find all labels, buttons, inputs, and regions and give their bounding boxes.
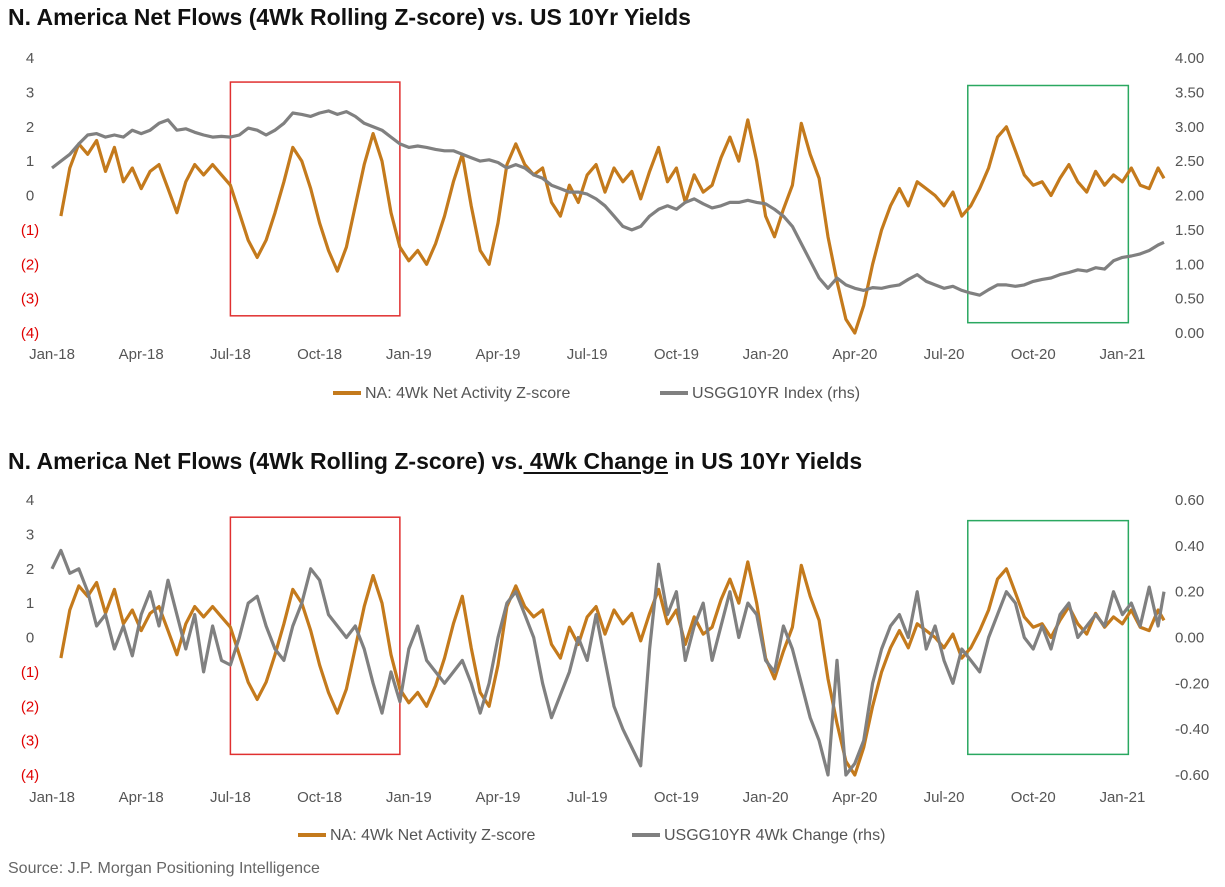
right-axis-tick: 2.00	[1175, 188, 1204, 205]
legend-label: NA: 4Wk Net Activity Z-score	[365, 385, 570, 402]
x-axis-tick: Jul-20	[924, 346, 965, 363]
x-axis-tick: Jan-21	[1099, 789, 1145, 806]
green-highlight-box	[967, 519, 1130, 756]
yields-series-line	[51, 109, 1165, 297]
right-axis-tick: -0.20	[1175, 675, 1209, 692]
x-axis-tick: Apr-20	[832, 346, 877, 363]
x-axis-tick: Jul-19	[567, 346, 608, 363]
left-axis-tick: 0	[26, 188, 34, 205]
flows-series-line	[59, 560, 1166, 777]
yields-series-line	[50, 548, 1166, 777]
right-axis-tick: 1.00	[1175, 256, 1204, 273]
left-axis-tick: (4)	[21, 767, 39, 784]
left-axis-tick: (4)	[21, 325, 39, 342]
legend-label: USGG10YR 4Wk Change (rhs)	[664, 827, 885, 844]
left-axis-tick: 1	[26, 595, 34, 612]
x-axis-tick: Apr-19	[475, 789, 520, 806]
x-axis-tick: Apr-20	[832, 789, 877, 806]
x-axis-tick: Apr-18	[119, 346, 164, 363]
right-axis-tick: -0.60	[1175, 767, 1209, 784]
right-axis-tick: 3.50	[1175, 84, 1204, 101]
red-highlight-box	[229, 516, 401, 756]
right-axis-tick: 0.00	[1175, 325, 1204, 342]
x-axis-tick: Jul-18	[210, 346, 251, 363]
left-axis-tick: (2)	[21, 256, 39, 273]
source-note: Source: J.P. Morgan Positioning Intellig…	[8, 860, 320, 877]
bottom-title-part-3: in US 10Yr Yields	[667, 448, 863, 474]
legend-label: NA: 4Wk Net Activity Z-score	[330, 827, 535, 844]
x-axis-tick: Oct-19	[654, 346, 699, 363]
left-axis-tick: 3	[26, 526, 34, 543]
bottom-title-part-1: N. America Net Flows (4Wk Rolling Z-scor…	[8, 448, 524, 474]
right-axis-tick: 1.50	[1175, 222, 1204, 239]
x-axis-tick: Jul-18	[210, 789, 251, 806]
top-chart-title: N. America Net Flows (4Wk Rolling Z-scor…	[8, 4, 691, 30]
x-axis-tick: Apr-19	[475, 346, 520, 363]
green-highlight-box	[967, 84, 1130, 324]
left-axis-tick: 2	[26, 561, 34, 578]
right-axis-tick: 4.00	[1175, 50, 1204, 67]
left-axis-tick: (1)	[21, 222, 39, 239]
left-axis-tick: 4	[26, 50, 34, 67]
left-axis-tick: 1	[26, 153, 34, 170]
x-axis-tick: Jan-19	[386, 789, 432, 806]
x-axis-tick: Jan-21	[1099, 346, 1145, 363]
x-axis-tick: Oct-20	[1011, 346, 1056, 363]
top-chart: 4 3 2 1 0 (1) (2) (3) (4) 4.00 3.50 3.00 2.50 2.00 1.5…	[21, 50, 1204, 402]
right-axis-tick: 0.60	[1175, 492, 1204, 509]
x-axis-tick: Jul-20	[924, 789, 965, 806]
left-axis-tick: 2	[26, 119, 34, 136]
left-axis-tick: (3)	[21, 733, 39, 750]
x-axis-tick: Oct-20	[1011, 789, 1056, 806]
left-axis-tick: 4	[26, 492, 34, 509]
right-axis-tick: 0.40	[1175, 538, 1204, 555]
x-axis-tick: Oct-18	[297, 346, 342, 363]
x-axis-tick: Oct-19	[654, 789, 699, 806]
x-axis-tick: Jan-18	[29, 346, 75, 363]
x-axis-tick: Jan-18	[29, 789, 75, 806]
x-axis-tick: Jan-19	[386, 346, 432, 363]
right-axis-tick: 0.50	[1175, 291, 1204, 308]
right-axis-tick: 2.50	[1175, 153, 1204, 170]
x-axis-tick: Jan-20	[743, 346, 789, 363]
left-axis-tick: (3)	[21, 291, 39, 308]
x-axis-tick: Jan-20	[743, 789, 789, 806]
left-axis-tick: (2)	[21, 698, 39, 715]
right-axis-tick: 0.00	[1175, 630, 1204, 647]
left-axis-tick: (1)	[21, 664, 39, 681]
x-axis-tick: Oct-18	[297, 789, 342, 806]
right-axis-tick: -0.40	[1175, 721, 1209, 738]
bottom-chart-title: N. America Net Flows (4Wk Rolling Z-scor…	[8, 448, 862, 475]
left-axis-tick: 0	[26, 630, 34, 647]
bottom-title-underlined: 4Wk Change	[523, 448, 668, 474]
right-axis-tick: 0.20	[1175, 584, 1204, 601]
right-axis-tick: 3.00	[1175, 119, 1204, 136]
flows-series-line	[59, 118, 1166, 335]
x-axis-tick: Jul-19	[567, 789, 608, 806]
x-axis-tick: Apr-18	[119, 789, 164, 806]
red-highlight-box	[229, 81, 401, 317]
left-axis-tick: 3	[26, 84, 34, 101]
legend-label: USGG10YR Index (rhs)	[692, 385, 860, 402]
